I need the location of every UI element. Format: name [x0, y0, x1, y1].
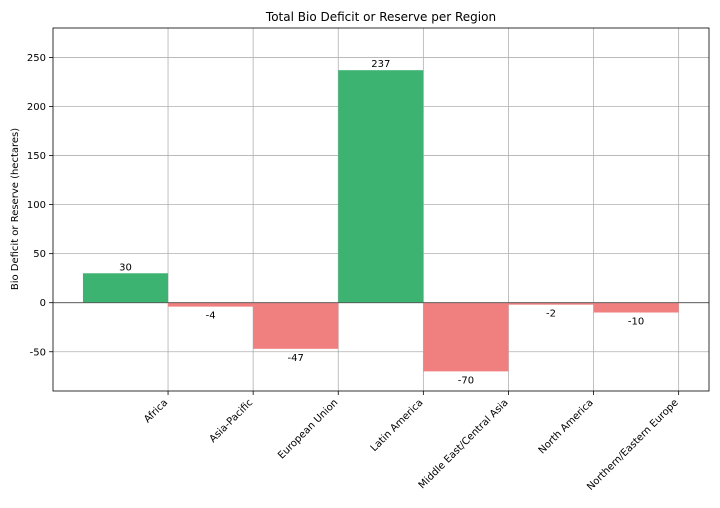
- x-tick-label: European Union: [276, 397, 340, 461]
- y-axis-label: Bio Deficit or Reserve (hectares): [10, 128, 21, 290]
- data-label: -70: [458, 375, 474, 386]
- bars: [82, 70, 679, 372]
- chart-title: Total Bio Deficit or Reserve per Region: [265, 10, 496, 24]
- y-tick-label: 0: [40, 298, 46, 309]
- bar: [508, 302, 594, 305]
- bar: [168, 302, 254, 307]
- bar: [82, 273, 169, 303]
- x-tick-label: Middle East/Central Asia: [417, 397, 511, 491]
- y-tick-label: 100: [27, 200, 46, 211]
- x-tick-label: Asia-Pacific: [208, 397, 256, 445]
- x-tick-label: Africa: [142, 397, 170, 425]
- data-label: -10: [628, 317, 644, 328]
- y-tick-label: -50: [30, 347, 46, 358]
- y-tick-label: 150: [27, 151, 46, 162]
- bar: [338, 70, 424, 303]
- data-labels: 30 -4 -47 237 -70 -2 -10: [119, 59, 644, 386]
- y-tick-label: 50: [33, 249, 46, 260]
- bar: [253, 302, 339, 349]
- x-tick-label: North America: [537, 397, 596, 456]
- x-tick-label: Latin America: [369, 397, 426, 454]
- x-tick-label: Northern/Eastern Europe: [585, 397, 681, 493]
- data-label: -4: [206, 311, 216, 322]
- data-label: -2: [546, 309, 556, 320]
- data-label: -47: [288, 353, 304, 364]
- y-tick-label: 250: [27, 53, 46, 64]
- bar: [593, 302, 679, 313]
- bar: [423, 302, 509, 372]
- y-tick-label: 200: [27, 102, 46, 113]
- data-label: 237: [371, 59, 390, 70]
- data-label: 30: [119, 262, 132, 273]
- plot-frame: [52, 27, 710, 392]
